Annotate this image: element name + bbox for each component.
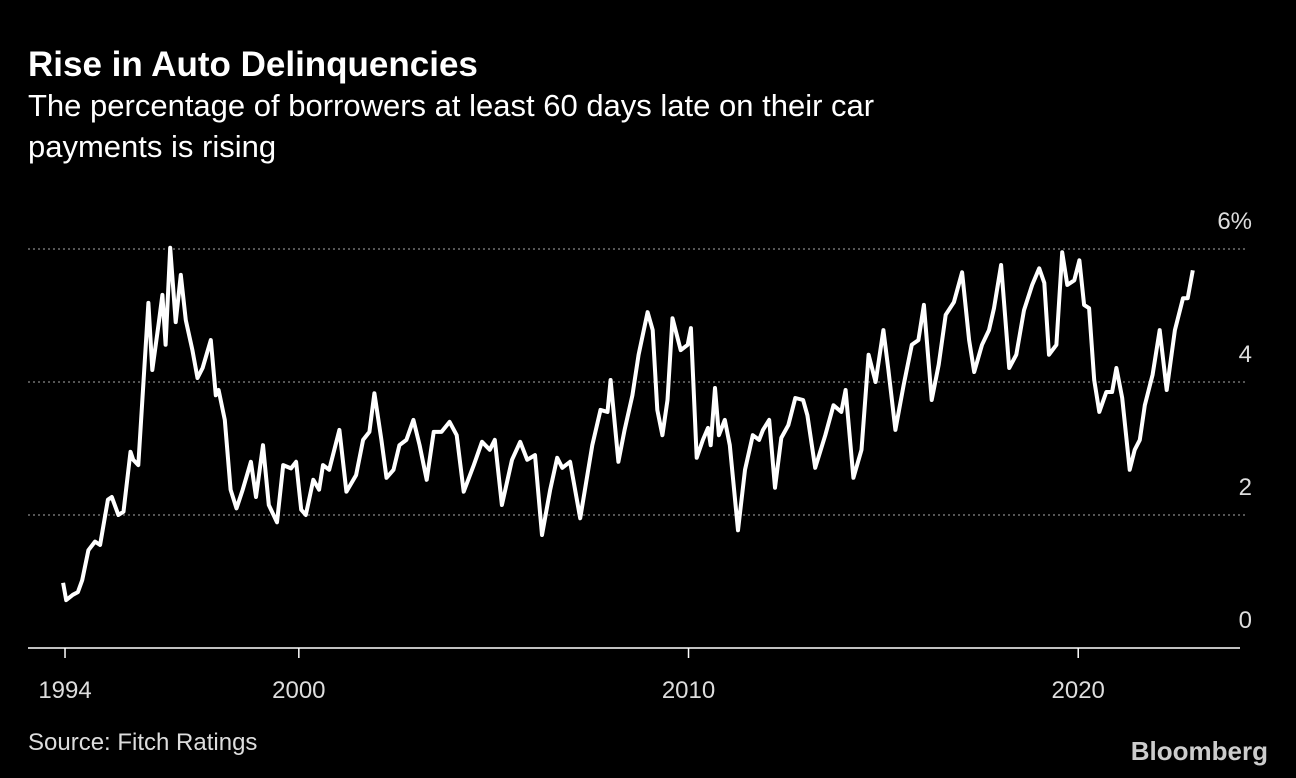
x-tick-label: 2000	[272, 677, 325, 704]
source: Source: Fitch Ratings	[28, 729, 257, 756]
x-tick-label: 2010	[662, 677, 715, 704]
chart-subtitle: The percentage of borrowers at least 60 …	[28, 88, 874, 164]
x-tick-label: 1994	[38, 677, 91, 704]
subtitle-line: payments is rising	[28, 129, 276, 164]
brand: Bloomberg	[1131, 736, 1268, 766]
subtitle-line: The percentage of borrowers at least 60 …	[28, 88, 874, 123]
y-tick-label: 2	[1239, 474, 1252, 501]
chart-title: Rise in Auto Delinquencies	[28, 45, 478, 84]
y-tick-label: 4	[1239, 341, 1252, 368]
y-tick-label: 6%	[1217, 208, 1252, 235]
y-tick-label: 0	[1239, 607, 1252, 634]
data-line	[61, 245, 1195, 603]
x-tick-label: 2020	[1052, 677, 1105, 704]
